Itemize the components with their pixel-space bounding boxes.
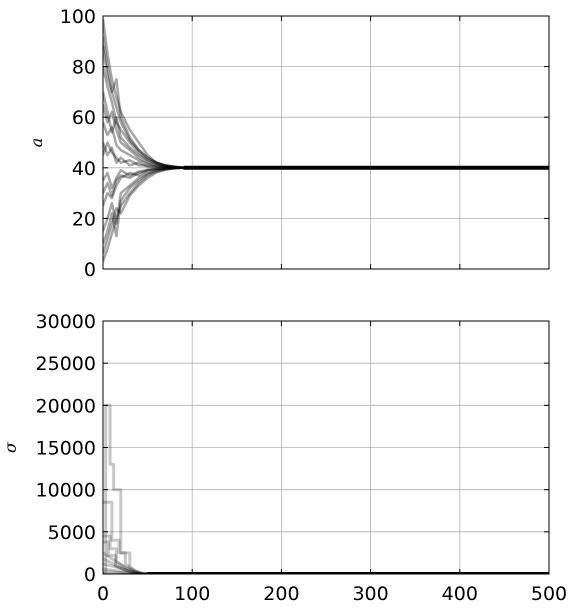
a-traces [103, 18, 549, 262]
a-y-tick-label-1: 20 [72, 208, 96, 230]
sigma-walker-trace-4 [103, 551, 549, 574]
sigma-y-tick-label-4: 20000 [36, 395, 96, 417]
a-y-tick-label-2: 40 [72, 158, 96, 180]
sigma-y-tick-label-5: 25000 [36, 353, 96, 375]
sigma-x-tick-label-2: 200 [263, 583, 299, 605]
a-y-tick-label-0: 0 [84, 259, 96, 281]
a-walker-trace-13 [103, 166, 549, 255]
a-y-axis-label: a [27, 138, 46, 148]
sigma-x-tick-label-0: 0 [97, 583, 109, 605]
a-walker-trace-15 [103, 166, 549, 197]
a-walker-trace-1 [103, 166, 549, 262]
a-axes-frame [102, 15, 550, 270]
sigma-y-tick-label-2: 10000 [36, 480, 96, 502]
a-walker-trace-10 [103, 166, 549, 232]
a-walker-trace-4 [103, 104, 549, 170]
a-walker-trace-8 [103, 166, 549, 190]
a-walker-trace-12 [103, 46, 549, 170]
sigma-walker-trace-1 [103, 500, 549, 574]
sigma-x-tick-label-3: 300 [352, 583, 388, 605]
sigma-walker-trace-3 [103, 540, 549, 574]
a-y-tick-label-5: 100 [60, 6, 96, 28]
sigma-y-tick-label-6: 30000 [36, 311, 96, 333]
sigma-walker-trace-7 [103, 567, 549, 574]
sigma-y-axis-label: σ [1, 441, 20, 453]
sigma-walker-trace-6 [103, 562, 549, 574]
a-walker-trace-0 [103, 18, 549, 170]
a-y-tick-label-4: 80 [72, 57, 96, 79]
a-walker-trace-5 [103, 166, 549, 207]
a-y-tick-label-3: 60 [72, 107, 96, 129]
a-walker-trace-2 [103, 36, 549, 170]
sigma-y-tick-label-0: 0 [84, 564, 96, 586]
a-walker-trace-11 [103, 141, 549, 170]
a-walker-trace-7 [103, 66, 549, 170]
sigma-x-tick-label-4: 400 [442, 583, 478, 605]
chart-panel-a: 0 20 40 60 80 100 a [27, 6, 550, 281]
chart-panel-sigma: 0 5000 10000 15000 20000 25000 30000 0 100 200 300… [1, 311, 567, 605]
sigma-walker-trace-2 [103, 534, 549, 574]
a-walker-trace-9 [103, 91, 549, 170]
sigma-x-tick-label-1: 100 [174, 583, 210, 605]
sigma-y-tick-label-3: 15000 [36, 438, 96, 460]
a-walker-trace-3 [103, 166, 549, 245]
sigma-traces [103, 403, 549, 574]
sigma-x-tick-label-5: 500 [531, 583, 567, 605]
sigma-walker-trace-8 [103, 570, 549, 574]
sigma-y-tick-label-1: 5000 [48, 522, 96, 544]
a-walker-trace-6 [103, 142, 549, 170]
sigma-walker-trace-5 [103, 557, 549, 574]
a-walker-trace-14 [103, 121, 549, 170]
